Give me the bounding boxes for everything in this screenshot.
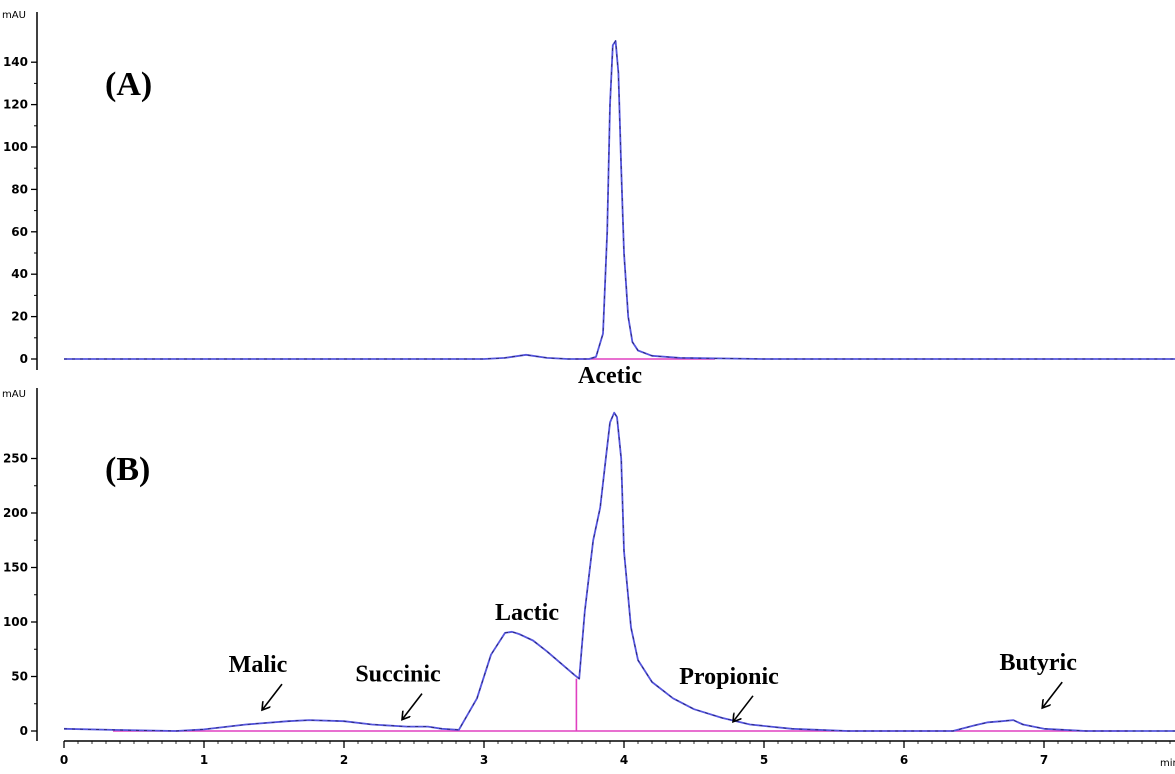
- y-tick-label: 50: [11, 670, 28, 684]
- peak-arrow: [1042, 681, 1063, 708]
- y-tick-label: 100: [3, 140, 28, 154]
- y-tick-label: 0: [20, 724, 28, 738]
- peak-arrow: [402, 693, 423, 720]
- y-tick-label: 120: [3, 98, 28, 112]
- peak-label: Butyric: [1000, 650, 1078, 676]
- peak-label: Malic: [229, 652, 288, 678]
- peak-label: Acetic: [578, 363, 642, 389]
- x-tick-label: 3: [480, 753, 488, 767]
- peak-label: Lactic: [495, 600, 559, 626]
- y-tick-label: 60: [11, 225, 28, 239]
- x-tick-label: 1: [200, 753, 208, 767]
- peak-arrow: [733, 695, 754, 722]
- y-unit-label: mAU: [2, 10, 26, 21]
- y-tick-label: 0: [20, 352, 28, 366]
- x-tick-label: 2: [340, 753, 348, 767]
- y-tick-label: 40: [11, 267, 28, 281]
- chromatogram-trace-dots: [63, 411, 1175, 732]
- x-tick-label: 7: [1040, 753, 1048, 767]
- chromatogram-trace: [64, 40, 1175, 360]
- chromatogram-trace: [63, 411, 1175, 732]
- y-tick-label: 140: [3, 55, 28, 69]
- peak-label: Propionic: [679, 664, 779, 690]
- x-unit-label: min: [1160, 758, 1175, 769]
- x-tick-label: 6: [900, 753, 908, 767]
- peak-label: Succinic: [355, 662, 441, 688]
- y-tick-label: 80: [11, 182, 28, 196]
- y-tick-label: 200: [3, 506, 28, 520]
- y-tick-label: 100: [3, 615, 28, 629]
- x-tick-label: 0: [60, 753, 68, 767]
- x-tick-label: 4: [620, 753, 628, 767]
- y-tick-label: 20: [11, 310, 28, 324]
- peak-arrow: [262, 683, 283, 710]
- y-unit-label: mAU: [2, 389, 26, 400]
- panel-a: mAU 0 20 40 60 80 100 120 140 (A) Acetic: [2, 10, 1175, 389]
- panel-label: (A): [105, 66, 152, 103]
- x-tick-label: 5: [760, 753, 768, 767]
- y-tick-label: 150: [3, 561, 28, 575]
- panel-label: (B): [105, 451, 150, 488]
- y-tick-label: 250: [3, 452, 28, 466]
